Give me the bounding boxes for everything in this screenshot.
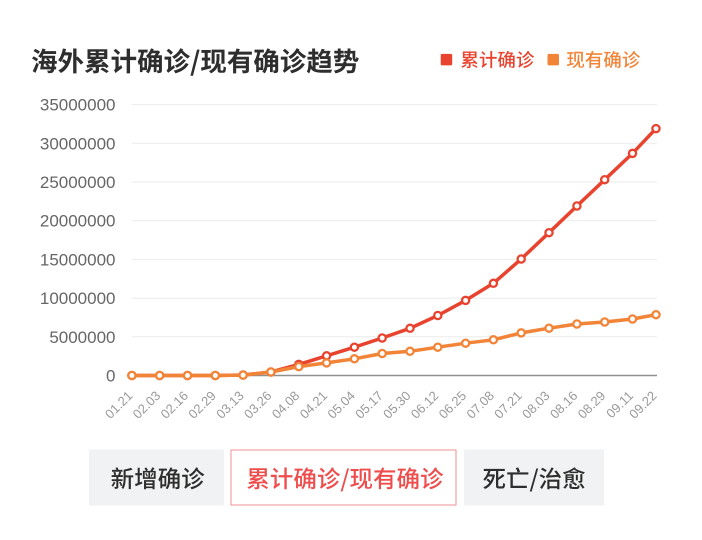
svg-text:08.16: 08.16	[547, 388, 581, 422]
svg-text:05.30: 05.30	[380, 388, 414, 422]
svg-text:25000000: 25000000	[40, 173, 116, 192]
svg-text:10000000: 10000000	[40, 289, 116, 308]
svg-text:30000000: 30000000	[40, 134, 116, 153]
svg-text:04.08: 04.08	[269, 388, 303, 422]
svg-text:01.21: 01.21	[102, 388, 136, 422]
svg-text:20000000: 20000000	[40, 212, 116, 231]
svg-text:0: 0	[106, 367, 115, 386]
svg-text:02.03: 02.03	[130, 388, 164, 422]
svg-text:08.03: 08.03	[519, 388, 553, 422]
svg-text:5000000: 5000000	[49, 328, 115, 347]
svg-text:06.25: 06.25	[436, 388, 470, 422]
svg-text:02.16: 02.16	[158, 388, 192, 422]
svg-text:05.04: 05.04	[324, 388, 358, 422]
svg-text:07.21: 07.21	[491, 388, 525, 422]
svg-text:15000000: 15000000	[40, 250, 116, 269]
svg-text:09.22: 09.22	[626, 388, 660, 422]
svg-text:35000000: 35000000	[40, 96, 116, 115]
svg-text:07.08: 07.08	[463, 388, 497, 422]
svg-text:03.13: 03.13	[213, 388, 247, 422]
svg-text:04.21: 04.21	[297, 388, 331, 422]
svg-text:03.26: 03.26	[241, 388, 275, 422]
svg-text:05.17: 05.17	[352, 388, 386, 422]
svg-text:06.12: 06.12	[408, 388, 442, 422]
svg-text:02.29: 02.29	[185, 388, 219, 422]
svg-text:08.29: 08.29	[575, 388, 609, 422]
